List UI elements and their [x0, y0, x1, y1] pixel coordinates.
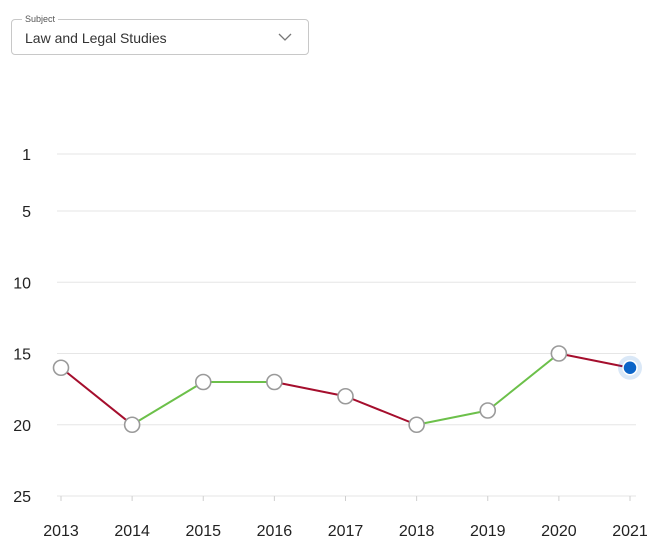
y-tick-label: 5 — [22, 204, 31, 221]
x-tick-label: 2014 — [114, 523, 150, 540]
data-point[interactable] — [52, 359, 70, 377]
data-point[interactable] — [266, 373, 283, 391]
series-line-segment — [273, 381, 347, 398]
series-line-segment — [60, 366, 134, 426]
data-point[interactable] — [123, 416, 141, 434]
x-tick-label: 2013 — [43, 523, 79, 540]
y-tick-label: 15 — [13, 347, 31, 364]
y-tick-label: 10 — [13, 275, 31, 292]
x-tick-label: 2019 — [470, 523, 506, 540]
series-line-segment — [131, 381, 205, 426]
data-point[interactable] — [479, 402, 497, 419]
data-point-current[interactable] — [622, 360, 638, 376]
x-tick-label: 2016 — [257, 523, 293, 540]
x-tick-label: 2018 — [399, 523, 435, 540]
y-tick-label: 20 — [13, 418, 31, 435]
y-tick-label: 25 — [13, 489, 31, 506]
subject-select-label: Subject — [22, 13, 59, 25]
subject-select-value: Law and Legal Studies — [25, 30, 167, 46]
data-point[interactable] — [337, 387, 354, 405]
subject-select[interactable]: Subject Law and Legal Studies — [11, 13, 309, 55]
data-point[interactable] — [550, 345, 568, 362]
series-line-segment — [486, 352, 560, 412]
series-line-segment — [557, 352, 631, 369]
series-line-segment — [344, 395, 418, 426]
data-point[interactable] — [408, 416, 425, 434]
x-tick-label: 2015 — [185, 523, 221, 540]
y-tick-label: 1 — [22, 147, 31, 164]
chevron-down-icon — [278, 33, 292, 41]
x-tick-label: 2017 — [328, 523, 364, 540]
series-line-segment — [415, 409, 489, 426]
x-tick-label: 2020 — [541, 523, 577, 540]
data-point[interactable] — [194, 373, 212, 391]
x-tick-label: 2021 — [612, 523, 648, 540]
